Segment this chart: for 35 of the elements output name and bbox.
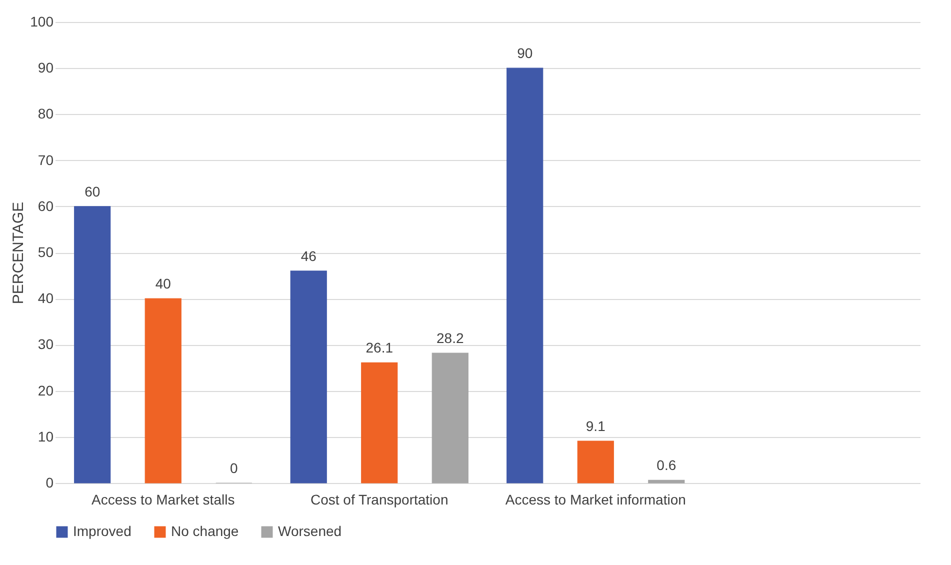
y-tick-label: 20 (38, 382, 54, 398)
bar (648, 480, 685, 484)
bar (432, 352, 468, 484)
bar (290, 270, 327, 484)
data-label: 0 (230, 460, 238, 476)
y-tick-label: 90 (38, 60, 54, 76)
data-label: 28.2 (436, 330, 464, 346)
y-tick-label: 40 (38, 290, 54, 306)
legend-label: No change (171, 523, 239, 539)
data-label: 90 (517, 45, 533, 62)
data-label: 0.6 (656, 457, 676, 474)
y-tick-label: 50 (38, 244, 54, 260)
y-tick-label: 30 (38, 336, 54, 352)
data-label: 9.1 (586, 418, 606, 434)
data-label: 40 (155, 276, 172, 292)
y-tick-label: 10 (38, 428, 54, 444)
y-tick-label: 60 (38, 198, 54, 214)
bar (577, 440, 614, 484)
data-label: 26.1 (366, 340, 394, 356)
bar (144, 298, 182, 484)
data-label: 60 (84, 183, 100, 200)
legend-label: Improved (73, 523, 132, 539)
bar (74, 206, 111, 484)
bar (506, 68, 544, 484)
y-tick-label: 70 (38, 152, 54, 168)
y-tick-label: 80 (38, 106, 54, 122)
y-tick-label: 100 (30, 14, 54, 30)
x-tick-label: Access to Market information (505, 492, 686, 508)
legend-label: Worsened (278, 523, 342, 539)
data-label: 46 (300, 248, 317, 264)
bar (361, 362, 398, 484)
y-tick-label: 0 (46, 474, 54, 490)
x-tick-label: Cost of Transportation (310, 492, 448, 508)
y-axis-title: PERCENTAGE (10, 202, 28, 304)
x-tick-label: Access to Market stalls (92, 492, 235, 508)
